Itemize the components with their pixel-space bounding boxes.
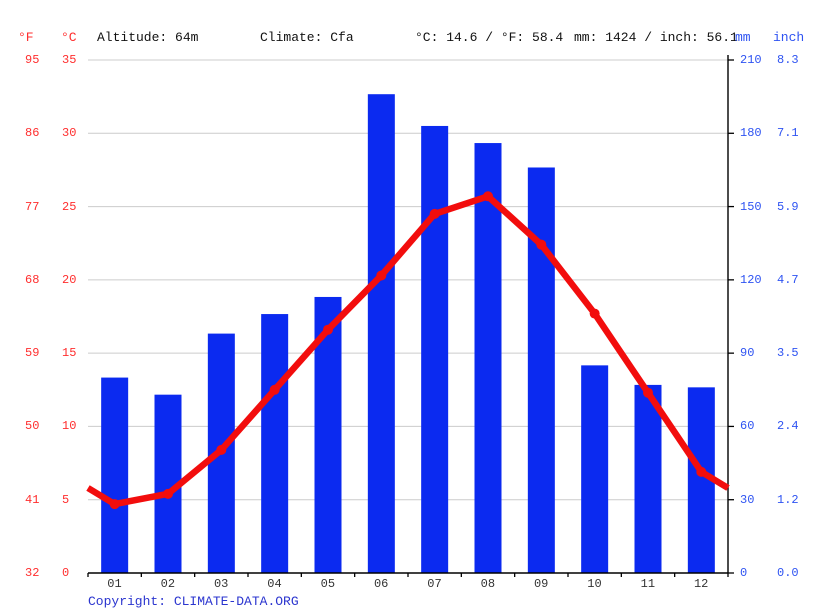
left-axis-tick: 59 15: [0, 346, 815, 360]
inch-tick-value: 3.5: [777, 346, 799, 361]
precipitation-bar: [634, 384, 662, 573]
month-label: 05: [320, 577, 336, 591]
precipitation-bar: [261, 314, 289, 573]
right-axis-tick: 150 5.9: [0, 200, 815, 214]
inch-tick-value: 8.3: [777, 53, 799, 67]
month-label: 02: [160, 577, 176, 591]
temperature-line: [86, 193, 730, 508]
right-axis-tick: 210 8.3: [0, 53, 815, 67]
month-label: 04: [267, 577, 282, 591]
fahrenheit-axis-header: °F: [18, 30, 34, 45]
temperature-point: [109, 499, 120, 510]
temperature-point: [429, 208, 440, 219]
temperature-point: [696, 466, 707, 477]
left-axis-tick: 50 10: [0, 419, 815, 433]
celsius-axis-header: °C: [61, 30, 77, 45]
mm-tick-value: 210: [740, 53, 762, 67]
month-label: 10: [587, 577, 602, 591]
left-axis-tick: 95 35: [0, 53, 815, 67]
mm-tick-value: 180: [740, 126, 762, 141]
mm-tick-value: 60: [740, 419, 755, 434]
precipitation-bar: [474, 143, 502, 574]
fahrenheit-tick-value: 59: [25, 346, 40, 361]
inch-axis-header: inch: [773, 30, 805, 45]
temperature-point: [643, 387, 653, 398]
fahrenheit-tick-value: 77: [25, 199, 40, 214]
month-label: 09: [533, 577, 549, 591]
left-axis-tick: 32 0: [0, 566, 815, 580]
left-axis-tick: 86 30: [0, 126, 815, 140]
climate-label: Climate: Cfa: [260, 30, 354, 45]
temperature-point: [216, 444, 227, 455]
precipitation-summary: mm: 1424 / inch: 56.1: [574, 30, 738, 45]
fahrenheit-tick-value: 41: [25, 492, 40, 507]
inch-tick-value: 7.1: [777, 126, 799, 141]
month-label: 06: [373, 577, 389, 591]
right-axis-tick: 180 7.1: [0, 126, 815, 140]
mm-tick-value: 150: [740, 199, 762, 214]
right-axis-tick: 0 0.0: [0, 566, 815, 580]
month-label: 11: [640, 577, 656, 591]
celsius-tick-value: 20: [62, 272, 77, 287]
right-axis-tick: 120 4.7: [0, 273, 815, 287]
mm-tick-value: 120: [740, 272, 762, 287]
celsius-tick-value: 10: [62, 419, 77, 434]
temperature-point: [163, 488, 173, 499]
temperature-point: [323, 324, 333, 335]
copyright-line: Copyright: CLIMATE-DATA.ORG: [88, 594, 299, 609]
celsius-tick-value: 5: [62, 492, 70, 507]
fahrenheit-tick-value: 68: [25, 272, 40, 287]
celsius-tick-value: 0: [62, 565, 70, 580]
inch-tick-value: 1.2: [777, 492, 799, 507]
celsius-tick-value: 35: [62, 53, 77, 67]
month-label: 07: [427, 577, 442, 591]
precipitation-bar: [101, 377, 129, 573]
fahrenheit-tick-value: 95: [25, 53, 40, 67]
temperature-point: [483, 191, 493, 202]
temperature-summary: °C: 14.6 / °F: 58.4: [415, 30, 564, 45]
right-axis-tick: 60 2.4: [0, 419, 815, 433]
right-axis-tick: 90 3.5: [0, 346, 815, 360]
mm-tick-value: 30: [740, 492, 755, 507]
inch-tick-value: 2.4: [777, 419, 799, 434]
month-label: 08: [480, 577, 496, 591]
celsius-tick-value: 30: [62, 126, 77, 141]
altitude-label: Altitude: 64m: [97, 30, 199, 45]
precipitation-bar: [421, 125, 449, 573]
left-axis-tick: 41 5: [0, 493, 815, 507]
temperature-point: [269, 384, 280, 395]
fahrenheit-tick-value: 50: [25, 419, 40, 434]
climate-data-org-link[interactable]: CLIMATE-DATA.ORG: [173, 594, 299, 609]
precipitation-bar: [527, 167, 555, 573]
temperature-point: [376, 270, 387, 281]
temperature-point: [589, 308, 600, 319]
mm-axis-header: mm: [735, 30, 751, 45]
month-label: 03: [213, 577, 229, 591]
month-label: 12: [693, 577, 709, 591]
left-axis-tick: 77 25: [0, 200, 815, 214]
inch-tick-value: 5.9: [777, 199, 799, 214]
temperature-point: [536, 239, 547, 250]
celsius-tick-value: 25: [62, 199, 77, 214]
inch-tick-value: 4.7: [777, 272, 799, 287]
precipitation-bar: [367, 94, 395, 573]
celsius-tick-value: 15: [62, 346, 77, 361]
precipitation-bar: [581, 365, 609, 573]
mm-tick-value: 0: [740, 565, 748, 580]
copyright-label: Copyright:: [88, 594, 174, 609]
left-axis-tick: 68 20: [0, 273, 815, 287]
right-axis-tick: 30 1.2: [0, 493, 815, 507]
month-label: 01: [107, 577, 122, 591]
fahrenheit-tick-value: 32: [25, 565, 40, 580]
inch-tick-value: 0.0: [777, 565, 799, 580]
mm-tick-value: 90: [740, 346, 755, 361]
fahrenheit-tick-value: 86: [25, 126, 40, 141]
